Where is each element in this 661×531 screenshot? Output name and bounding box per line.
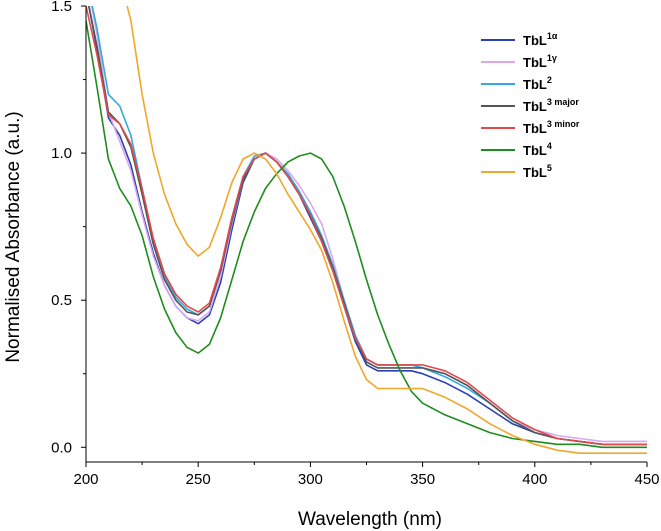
series-line-1 [87,6,647,446]
series-line-5 [86,6,647,446]
axes: 200 250 300 350 400 450 0.0 0.5 1.0 1.5 [51,0,659,488]
x-tick-label: 200 [73,471,98,488]
x-tick-label: 300 [298,471,323,488]
y-tick-label: 0.0 [51,439,72,456]
x-tick-label: 350 [410,471,435,488]
x-tick-label: 450 [634,471,659,488]
y-tick-label: 1.0 [51,145,72,162]
series-line-3 [91,6,647,446]
legend: TbL1α TbL1γ TbL2 TbL3 major TbL3 minor TbL4 Tb… [481,31,580,180]
legend-label-4: TbL3 major [523,97,579,114]
x-tick-label: 250 [186,471,211,488]
legend-label-7: TbL5 [523,163,552,180]
legend-label-6: TbL4 [523,141,552,158]
series-line-4 [88,6,647,446]
legend-label-2: TbL1γ [523,53,557,70]
series-line-2 [90,6,647,443]
y-tick-label: 1.5 [51,0,72,15]
series-line-7 [126,6,647,455]
legend-label-3: TbL2 [523,75,552,92]
legend-label-1: TbL1α [523,31,558,48]
series-line-6 [86,19,647,449]
y-tick-label: 0.5 [51,292,72,309]
series-lines [86,6,647,455]
x-axis-title: Wavelength (nm) [298,509,442,530]
x-tick-label: 400 [522,471,547,488]
y-axis-title: Normalised Absorbance (a.u.) [3,111,24,362]
legend-label-5: TbL3 minor [523,119,580,136]
